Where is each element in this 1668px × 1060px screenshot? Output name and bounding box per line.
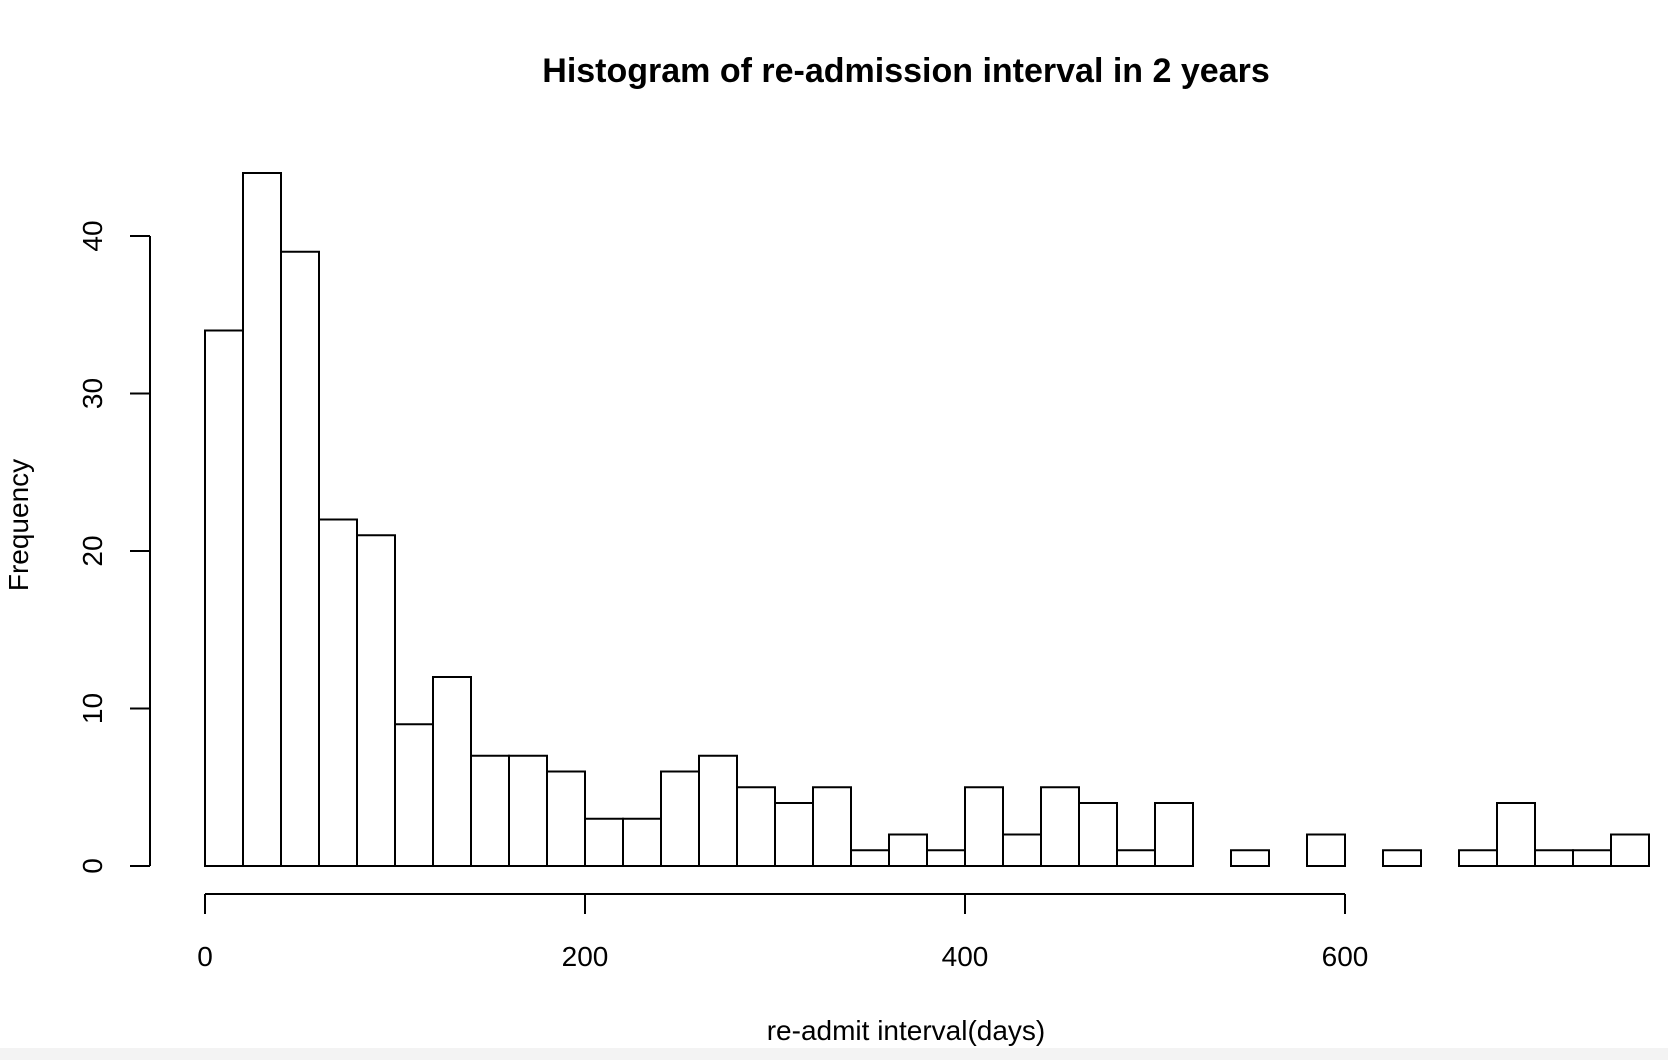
histogram-bar xyxy=(243,173,281,866)
histogram-bar xyxy=(1459,850,1497,866)
histogram-bar xyxy=(1117,850,1155,866)
y-tick-label: 20 xyxy=(77,535,108,566)
histogram-bar xyxy=(471,756,509,866)
x-tick-label: 600 xyxy=(1322,941,1369,972)
histogram-bar xyxy=(395,724,433,866)
histogram-bar xyxy=(661,772,699,867)
histogram-bar xyxy=(1003,835,1041,867)
x-tick-label: 400 xyxy=(942,941,989,972)
histogram-bar xyxy=(623,819,661,866)
footer-strip xyxy=(0,1048,1668,1060)
histogram-bar xyxy=(1383,850,1421,866)
x-tick-label: 200 xyxy=(562,941,609,972)
x-axis-label: re-admit interval(days) xyxy=(767,1015,1046,1046)
histogram-bar xyxy=(927,850,965,866)
y-tick-label: 40 xyxy=(77,220,108,251)
histogram-bar xyxy=(1611,835,1649,867)
histogram-bar xyxy=(1155,803,1193,866)
y-tick-label: 30 xyxy=(77,378,108,409)
histogram-bar xyxy=(965,787,1003,866)
histogram-bar xyxy=(851,850,889,866)
histogram-bar xyxy=(737,787,775,866)
y-axis-label: Frequency xyxy=(3,459,34,591)
histogram-bar xyxy=(585,819,623,866)
histogram-bar xyxy=(205,331,243,867)
histogram-bar xyxy=(1231,850,1269,866)
y-tick-label: 0 xyxy=(77,858,108,874)
histogram-bar xyxy=(889,835,927,867)
y-tick-label: 10 xyxy=(77,693,108,724)
histogram-bar xyxy=(1497,803,1535,866)
histogram-bar xyxy=(433,677,471,866)
histogram-bar xyxy=(1041,787,1079,866)
histogram-bar xyxy=(547,772,585,867)
x-axis: 0 200 400 600 xyxy=(197,894,1368,972)
histogram-bar xyxy=(1307,835,1345,867)
x-tick-label: 0 xyxy=(197,941,213,972)
histogram-bar xyxy=(813,787,851,866)
histogram-bar xyxy=(1535,850,1573,866)
histogram-bar xyxy=(509,756,547,866)
histogram-bar xyxy=(699,756,737,866)
histogram-bar xyxy=(775,803,813,866)
y-axis: 0 10 20 30 40 xyxy=(77,220,150,873)
chart-title: Histogram of re-admission interval in 2 … xyxy=(542,52,1269,90)
histogram-bar xyxy=(281,252,319,866)
histogram-bar xyxy=(1573,850,1611,866)
bars-group xyxy=(205,173,1649,866)
histogram-bar xyxy=(319,520,357,867)
histogram-bar xyxy=(1079,803,1117,866)
histogram-bar xyxy=(357,535,395,866)
